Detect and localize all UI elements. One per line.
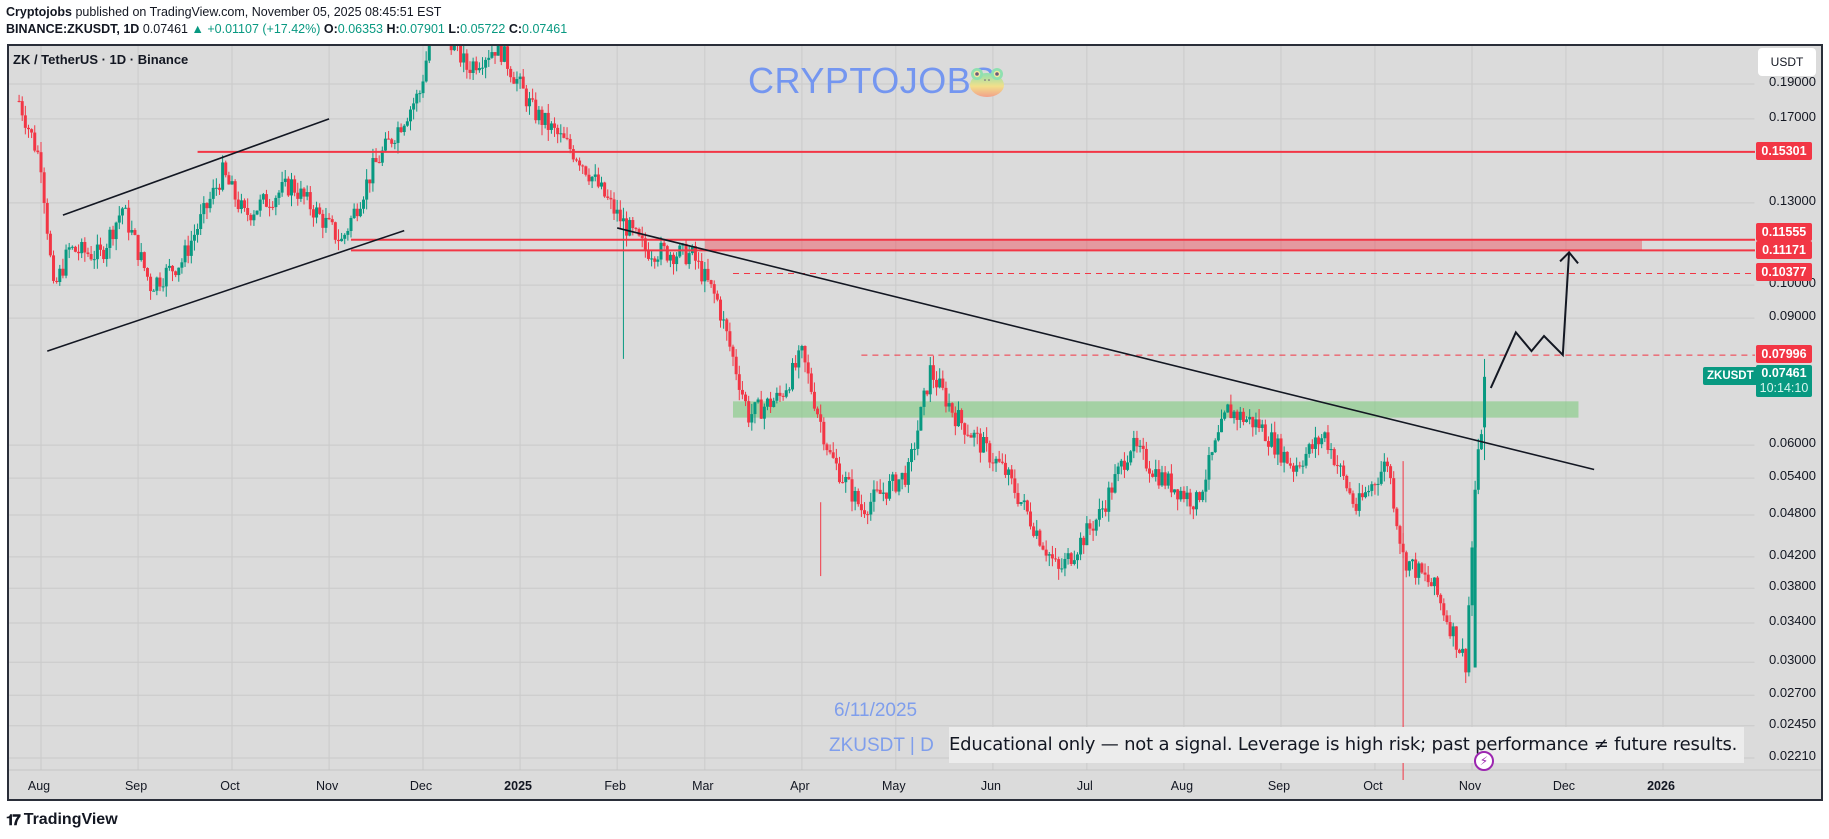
time-label: Feb [604,779,626,793]
open-value: 0.06353 [337,22,383,36]
bar-countdown: 10:14:10 [1759,381,1809,395]
time-label: 2025 [504,779,532,793]
trendline-channel-upper [62,118,330,216]
time-label: Nov [315,779,339,793]
frog-emoji-icon [970,68,1004,97]
low-value: 0.05722 [460,22,506,36]
price-label: 0.09000 [1769,308,1816,324]
level-tag-0.11555: 0.11555 [1756,223,1812,241]
publish-header: Cryptojobs published on TradingView.com,… [6,4,567,38]
lightning-bolt-icon[interactable]: ⚡ [1474,751,1494,771]
level-tag-0.15301: 0.15301 [1756,142,1812,160]
time-label: Mar [692,779,714,793]
level-tag-0.10377: 0.10377 [1756,263,1812,281]
price-label: 0.13000 [1769,192,1816,208]
time-label: May [882,779,906,793]
symbol-price-tag: ZKUSDT [1703,367,1758,385]
time-label: Aug [27,779,51,793]
time-label: Dec [1552,779,1576,793]
close-label: C: [508,22,523,36]
price-label: 0.03400 [1769,613,1816,629]
price-label: 0.03800 [1769,578,1816,594]
time-label: Apr [790,779,810,793]
symbol-line: BINANCE:ZKUSDT, 1D [6,22,140,36]
price-label: 0.02700 [1769,685,1816,701]
symbol-note: ZKUSDT | D [829,735,934,756]
time-label: Jun [980,779,1001,793]
time-label: Dec [409,779,433,793]
price-label: 0.17000 [1769,108,1816,124]
open-label: O: [323,22,338,36]
price-label: 0.06000 [1769,435,1816,451]
price-label: 0.04200 [1769,546,1816,562]
time-label: Sep [124,779,148,793]
price-label: 0.03000 [1769,652,1816,668]
time-label: Nov [1458,779,1482,793]
trendline-descending-resistance [616,227,1595,471]
trendline-channel-lower [47,229,405,352]
time-label: 2026 [1647,779,1675,793]
high-value: 0.07901 [399,22,445,36]
current-price: 0.07461 [1761,366,1807,380]
price-label: 0.19000 [1769,74,1816,89]
projection-path [1489,252,1571,389]
high-label: H: [386,22,400,36]
level-tag-0.11171: 0.11171 [1756,241,1812,259]
price-label: 0.05400 [1769,468,1816,484]
close-value: 0.07461 [522,22,568,36]
candlestick-chart[interactable] [9,46,1823,801]
price-label: 0.02210 [1769,748,1816,763]
brand-name: TradingView [23,811,118,828]
tradingview-mark-icon: 𝟏𝟕 [6,811,21,829]
time-label: Oct [1363,779,1383,793]
time-label: Jul [1076,779,1093,793]
low-label: L: [448,22,461,36]
time-label: Aug [1170,779,1194,793]
disclaimer-text: Educational only — not a signal. Leverag… [949,727,1744,763]
current-price-tag: 0.07461 10:14:10 [1756,365,1812,397]
up-triangle-icon: ▲ [191,22,204,36]
time-label: Oct [220,779,240,793]
time-label: Sep [1267,779,1291,793]
watermark-text: CRYPTOJOBS [748,60,996,101]
author-name: Cryptojobs [6,5,72,19]
price-label: 0.04800 [1769,505,1816,520]
tradingview-logo[interactable]: 𝟏𝟕 TradingView [6,811,118,829]
candle-breakout [1473,489,1477,668]
ohlc-line: BINANCE:ZKUSDT, 1D 0.07461 ▲ +0.01107 (+… [6,21,567,38]
currency-button[interactable]: USDT [1758,48,1816,76]
arrowhead-icon [1559,250,1579,265]
last-price: 0.07461 [142,22,189,36]
published-text: published on TradingView.com, November 0… [75,5,442,19]
zone-resistance [704,239,1642,251]
chart-pane[interactable] [7,44,1823,801]
price-label: 0.02450 [1769,715,1816,731]
chart-legend[interactable]: ZK / TetherUS · 1D · Binance [13,52,189,67]
level-tag-0.07996: 0.07996 [1756,345,1812,363]
date-note: 6/11/2025 [834,700,918,721]
zone-support [733,401,1579,418]
price-change: +0.01107 (+17.42%) [207,22,321,36]
